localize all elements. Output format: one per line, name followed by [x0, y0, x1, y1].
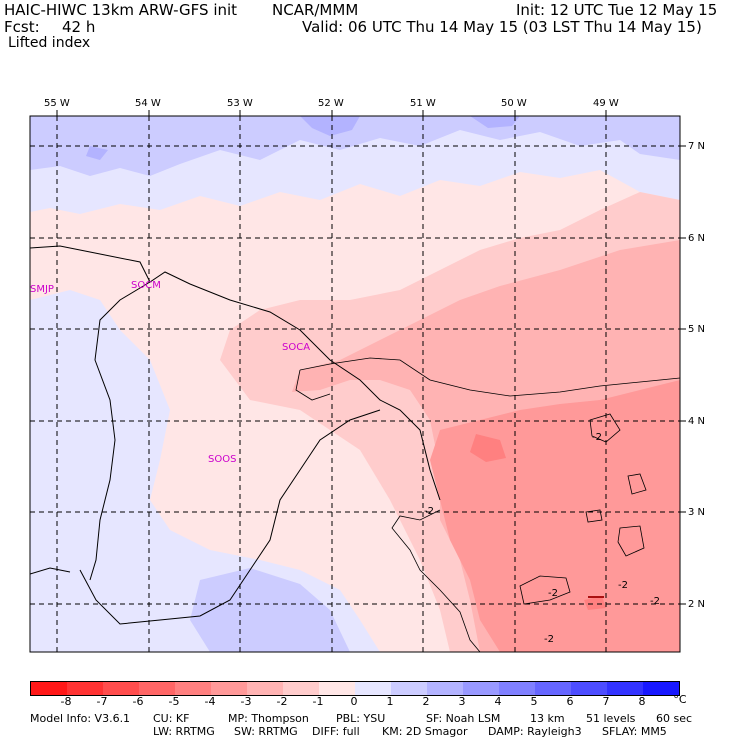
- colorbar-swatch-16: [571, 682, 607, 695]
- colorbar-label: 7: [602, 695, 610, 708]
- station-soca: SOCA: [282, 342, 310, 353]
- colorbar-label: -2: [276, 695, 288, 708]
- colorbar-label: 6: [566, 695, 574, 708]
- footer-mp: MP: Thompson: [228, 712, 309, 725]
- lon-label-49w: 49 W: [593, 98, 619, 109]
- forecast-label: Fcst:: [4, 18, 40, 36]
- colorbar-label: 5: [530, 695, 538, 708]
- field-negative-core: [470, 434, 606, 610]
- colorbar-swatch-1: [31, 682, 67, 695]
- colorbar-swatch-18: [643, 682, 679, 695]
- footer-damp: DAMP: Rayleigh3: [488, 725, 582, 738]
- org-label: NCAR/MMM: [272, 1, 359, 19]
- coastlines-borders: [30, 245, 441, 625]
- colorbar-swatch-15: [535, 682, 571, 695]
- init-time: Init: 12 UTC Tue 12 May 15: [516, 1, 718, 19]
- contour-label-4: -2: [618, 580, 628, 591]
- lat-label-3n: 3 N: [688, 507, 706, 518]
- colorbar-label: 8: [638, 695, 646, 708]
- colorbar-label: -5: [168, 695, 180, 708]
- colorbar-label: -6: [132, 695, 144, 708]
- lon-label-55w: 55 W: [44, 98, 70, 109]
- colorbar-swatch-12: [427, 682, 463, 695]
- colorbar-label: 0: [350, 695, 358, 708]
- lon-label-52w: 52 W: [318, 98, 344, 109]
- colorbar-label: -4: [204, 695, 216, 708]
- contour-label-1: -2: [592, 432, 602, 443]
- footer-diff: DIFF: full: [312, 725, 360, 738]
- contour-label-3: -2: [548, 588, 558, 599]
- contour-lines: [295, 357, 680, 652]
- colorbar-unit: °C: [673, 693, 687, 706]
- lat-label-7n: 7 N: [688, 141, 706, 152]
- lat-label-5n: 5 N: [688, 324, 706, 335]
- lat-label-4n: 4 N: [688, 416, 706, 427]
- colorbar-swatch-3: [103, 682, 139, 695]
- station-socm: SOCM: [131, 280, 161, 291]
- footer-resolution: 13 km: [530, 712, 565, 725]
- footer-model-info: Model Info: V3.6.1: [30, 712, 131, 725]
- field-name: Lifted index: [8, 35, 91, 51]
- footer-timestep: 60 sec: [656, 712, 693, 725]
- valid-time: Valid: 06 UTC Thu 14 May 15 (03 LST Thu …: [302, 18, 702, 36]
- colorbar-label: -3: [240, 695, 252, 708]
- colorbar-swatch-10: [355, 682, 391, 695]
- footer-km: KM: 2D Smagor: [382, 725, 468, 738]
- colorbar-swatch-4: [139, 682, 175, 695]
- lat-label-6n: 6 N: [688, 233, 706, 244]
- forecast-hour: 42 h: [62, 18, 96, 36]
- colorbar-swatch-7: [247, 682, 283, 695]
- field-positive-southwest-strong: [190, 568, 350, 652]
- lon-label-54w: 54 W: [135, 98, 161, 109]
- colorbar-swatch-6: [211, 682, 247, 695]
- field-positive-north-stronger: [86, 116, 520, 160]
- contour-label-6: -2: [544, 634, 554, 645]
- axis-ticks: [56, 110, 686, 605]
- colorbar-swatch-9: [319, 682, 355, 695]
- colorbar-swatch-2: [67, 682, 103, 695]
- colorbar-label: -1: [312, 695, 324, 708]
- contour-label-5: -2: [650, 596, 660, 607]
- colorbar-swatch-17: [607, 682, 643, 695]
- lat-label-2n: 2 N: [688, 599, 706, 610]
- colorbar-swatch-8: [283, 682, 319, 695]
- colorbar-label: 4: [494, 695, 502, 708]
- colorbar-label: -7: [96, 695, 108, 708]
- colorbar: [30, 681, 680, 696]
- field-positive-southwest: [30, 290, 380, 652]
- footer-sw: SW: RRTMG: [234, 725, 298, 738]
- map-frame: [29, 115, 681, 653]
- colorbar-swatch-5: [175, 682, 211, 695]
- footer-sflay: SFLAY: MM5: [602, 725, 667, 738]
- contour-label-2: -2: [424, 506, 434, 517]
- colorbar-label: 3: [458, 695, 466, 708]
- colorbar-label: -8: [60, 695, 72, 708]
- footer-levels: 51 levels: [586, 712, 636, 725]
- colorbar-label: 1: [386, 695, 394, 708]
- lon-label-53w: 53 W: [227, 98, 253, 109]
- lon-label-50w: 50 W: [501, 98, 527, 109]
- footer-pbl: PBL: YSU: [336, 712, 386, 725]
- colorbar-swatch-13: [463, 682, 499, 695]
- station-soos: SOOS: [208, 454, 236, 465]
- footer-cu: CU: KF: [153, 712, 190, 725]
- lat-lon-grid: [30, 116, 680, 652]
- lon-label-51w: 51 W: [410, 98, 436, 109]
- colorbar-label: 2: [422, 695, 430, 708]
- footer-lw: LW: RRTMG: [153, 725, 215, 738]
- footer-sf: SF: Noah LSM: [426, 712, 501, 725]
- colorbar-swatch-14: [499, 682, 535, 695]
- station-smjp: SMJP: [30, 284, 54, 295]
- field-positive-north-strong: [30, 116, 680, 176]
- colorbar-swatch-11: [391, 682, 427, 695]
- model-title: HAIC-HIWC 13km ARW-GFS init: [4, 1, 238, 19]
